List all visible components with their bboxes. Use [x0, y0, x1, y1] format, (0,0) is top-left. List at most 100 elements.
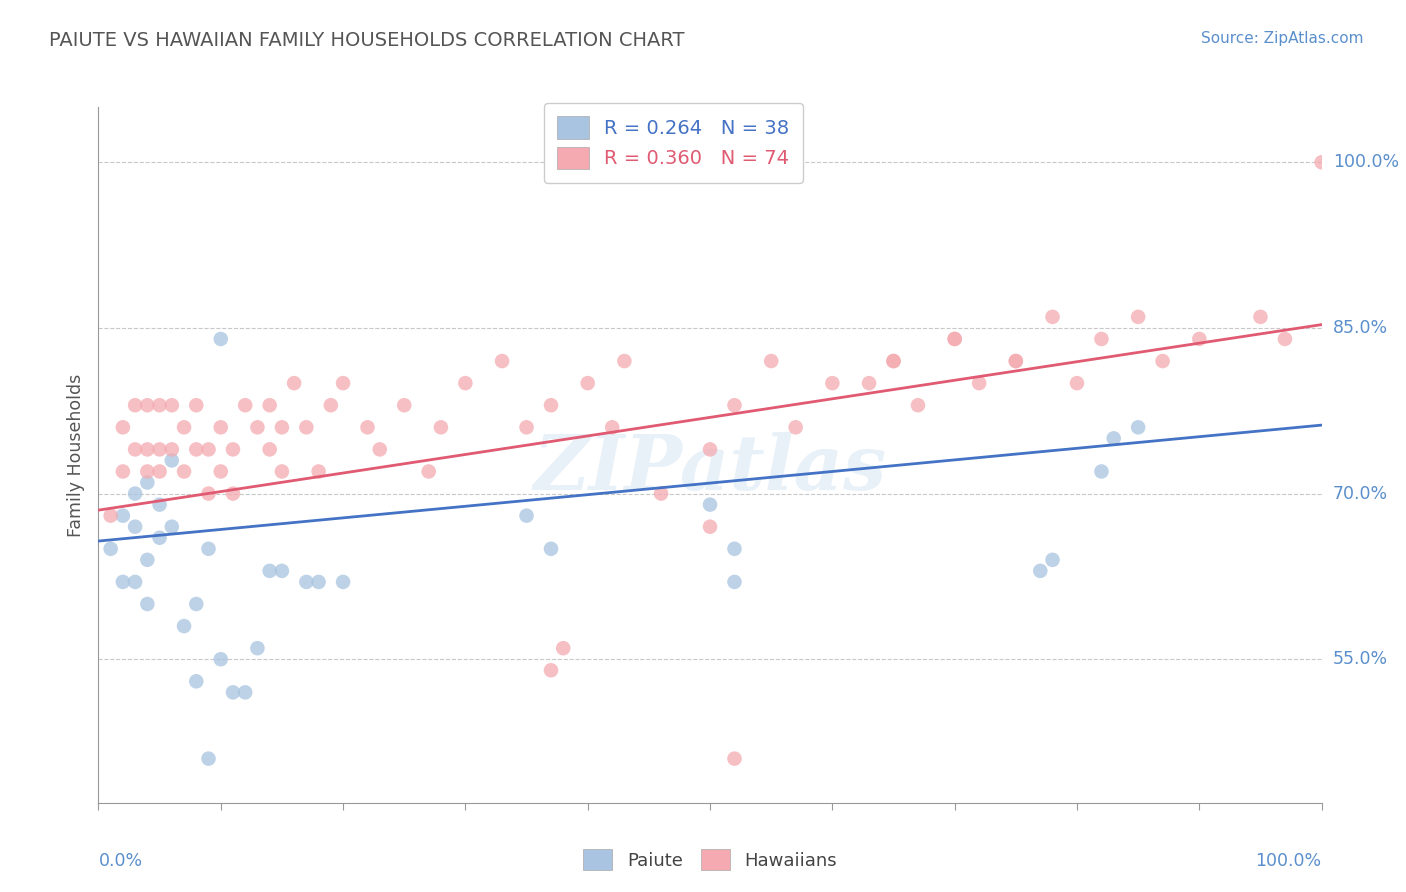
Point: [392, 398, 416, 412]
Text: PAIUTE VS HAWAIIAN FAMILY HOUSEHOLDS CORRELATION CHART: PAIUTE VS HAWAIIAN FAMILY HOUSEHOLDS COR…: [49, 31, 685, 50]
Point: [1004, 354, 1026, 368]
Point: [197, 486, 219, 500]
Point: [1310, 155, 1333, 169]
Point: [111, 574, 134, 589]
Point: [883, 354, 905, 368]
Point: [553, 641, 575, 656]
Text: 70.0%: 70.0%: [1333, 484, 1388, 502]
Point: [259, 564, 281, 578]
Point: [418, 465, 440, 479]
Point: [197, 442, 219, 457]
Point: [785, 420, 807, 434]
Point: [491, 354, 513, 368]
Point: [943, 332, 966, 346]
Point: [246, 641, 269, 656]
Point: [136, 398, 159, 412]
Point: [600, 420, 623, 434]
Point: [356, 420, 378, 434]
Point: [540, 541, 562, 556]
Point: [186, 398, 208, 412]
Point: [259, 442, 281, 457]
Point: [699, 442, 721, 457]
Point: [761, 354, 783, 368]
Point: [430, 420, 453, 434]
Point: [136, 442, 159, 457]
Point: [111, 465, 134, 479]
Point: [136, 597, 159, 611]
Point: [233, 398, 256, 412]
Point: [332, 574, 354, 589]
Point: [1128, 420, 1150, 434]
Point: [160, 453, 183, 467]
Point: [308, 465, 330, 479]
Point: [1090, 465, 1112, 479]
Point: [515, 420, 537, 434]
Point: [1152, 354, 1174, 368]
Point: [124, 574, 146, 589]
Point: [858, 376, 880, 391]
Point: [270, 465, 294, 479]
Point: [222, 685, 245, 699]
Point: [149, 498, 172, 512]
Point: [319, 398, 342, 412]
Point: [100, 541, 122, 556]
Text: 0.0%: 0.0%: [98, 852, 142, 870]
Point: [149, 442, 172, 457]
Point: [613, 354, 636, 368]
Point: [576, 376, 599, 391]
Point: [699, 519, 721, 533]
Point: [160, 442, 183, 457]
Point: [943, 332, 966, 346]
Text: 100.0%: 100.0%: [1256, 852, 1322, 870]
Point: [1249, 310, 1271, 324]
Point: [650, 486, 672, 500]
Point: [1004, 354, 1026, 368]
Point: [270, 564, 294, 578]
Point: [1274, 332, 1296, 346]
Point: [295, 420, 318, 434]
Point: [283, 376, 305, 391]
Point: [173, 465, 195, 479]
Point: [186, 442, 208, 457]
Point: [259, 398, 281, 412]
Text: 100.0%: 100.0%: [1333, 153, 1399, 171]
Point: [454, 376, 477, 391]
Point: [209, 332, 232, 346]
Point: [883, 354, 905, 368]
Point: [723, 574, 745, 589]
Point: [173, 619, 195, 633]
Point: [1066, 376, 1088, 391]
Point: [1029, 564, 1052, 578]
Point: [222, 486, 245, 500]
Point: [967, 376, 990, 391]
Point: [173, 420, 195, 434]
Point: [222, 442, 245, 457]
Point: [233, 685, 256, 699]
Point: [1090, 332, 1112, 346]
Point: [332, 376, 354, 391]
Point: [136, 553, 159, 567]
Point: [136, 465, 159, 479]
Point: [723, 541, 745, 556]
Point: [1042, 310, 1064, 324]
Point: [1102, 431, 1125, 445]
Point: [124, 486, 146, 500]
Point: [209, 420, 232, 434]
Text: Source: ZipAtlas.com: Source: ZipAtlas.com: [1201, 31, 1364, 46]
Point: [160, 519, 183, 533]
Point: [1128, 310, 1150, 324]
Y-axis label: Family Households: Family Households: [66, 373, 84, 537]
Point: [308, 574, 330, 589]
Point: [540, 663, 562, 677]
Text: 85.0%: 85.0%: [1333, 319, 1388, 337]
Point: [149, 465, 172, 479]
Point: [1042, 553, 1064, 567]
Point: [723, 751, 745, 765]
Point: [295, 574, 318, 589]
Point: [149, 531, 172, 545]
Point: [186, 674, 208, 689]
Point: [124, 442, 146, 457]
Point: [111, 420, 134, 434]
Point: [136, 475, 159, 490]
Text: 55.0%: 55.0%: [1333, 650, 1388, 668]
